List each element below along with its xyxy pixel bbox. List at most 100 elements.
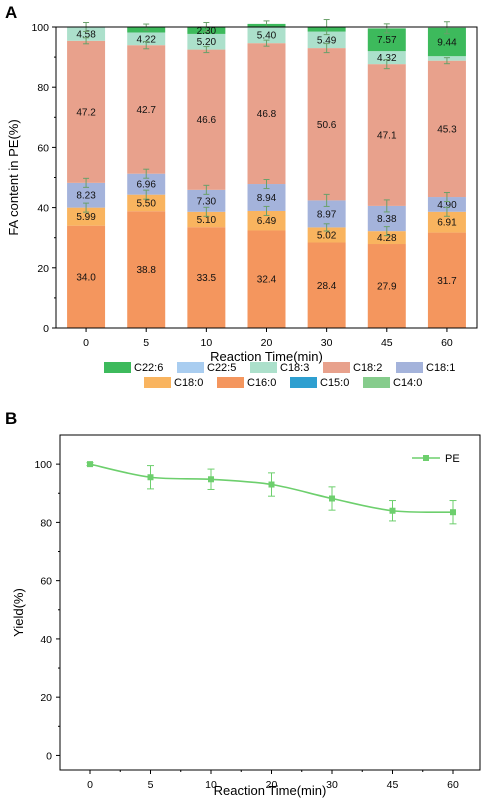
bar-value-label: 8.38 bbox=[377, 214, 397, 225]
data-point-marker bbox=[450, 509, 456, 516]
bar-value-label: 7.57 bbox=[377, 35, 397, 46]
bar-segment-C18-2 bbox=[127, 45, 166, 174]
legend-label: C14:0 bbox=[393, 377, 422, 389]
bar-value-label: 4.90 bbox=[437, 200, 457, 211]
bar-segment-C18-3 bbox=[367, 51, 406, 65]
y-tick-label: 60 bbox=[40, 576, 52, 588]
bar-segment-C16-0 bbox=[427, 232, 466, 328]
y-tick-label: 100 bbox=[34, 459, 52, 471]
bar-segment-C18-2 bbox=[247, 43, 286, 185]
bar-value-label: 5.49 bbox=[317, 35, 337, 46]
bar-value-labels: 34.0 38.8 33.5 32.4 28.4 27.9 31.7 5.99 5.50 5.10… bbox=[76, 26, 457, 293]
data-point-marker bbox=[87, 461, 93, 468]
bar-segment-C18-3 bbox=[307, 31, 346, 49]
x-tick-label: 5 bbox=[148, 779, 154, 791]
axes: 0 20 40 60 80 100 0 5 10 20 30 45 60 bbox=[31, 22, 452, 349]
bar-segment-C18-0 bbox=[307, 227, 346, 243]
bar-value-label: 47.2 bbox=[76, 107, 96, 118]
legend-swatch bbox=[323, 362, 350, 373]
bar-value-label: 9.44 bbox=[437, 37, 457, 48]
bar-segment-C16-0 bbox=[367, 244, 406, 328]
data-point-marker bbox=[268, 481, 275, 488]
data-point-marker bbox=[389, 507, 396, 514]
data-point-marker bbox=[147, 474, 154, 481]
bar-segment-C18-1 bbox=[187, 189, 226, 212]
bar-value-label: 4.32 bbox=[377, 53, 397, 64]
bar-segment-C18-1 bbox=[127, 173, 166, 195]
bar-segment-C18-0 bbox=[67, 207, 106, 226]
legend: C22:6 C22:5 C18:3 C18:2 C18:1 C18:0 C16:0 C15:0… bbox=[104, 362, 455, 389]
bar-value-label: 7.30 bbox=[197, 196, 217, 207]
bar-segment-C18-3 bbox=[67, 27, 106, 41]
bar-value-label: 8.23 bbox=[76, 191, 96, 202]
legend-label: C16:0 bbox=[247, 377, 276, 389]
bar-value-label: 4.28 bbox=[377, 233, 397, 244]
panel-a-label: A bbox=[5, 3, 17, 22]
bar-segment-C16-0 bbox=[127, 211, 166, 328]
y-tick-label: 0 bbox=[46, 750, 52, 762]
bar-segment-C18-0 bbox=[427, 211, 466, 233]
bar-segment-C18-0 bbox=[187, 211, 226, 228]
bar-segment-C18-3 bbox=[187, 33, 226, 50]
legend-marker bbox=[423, 455, 429, 461]
x-tick-label: 45 bbox=[387, 779, 399, 791]
bar-value-label: 5.99 bbox=[76, 212, 96, 223]
legend-label: C22:6 bbox=[134, 362, 163, 374]
x-tick-label: 10 bbox=[205, 779, 217, 791]
bar-value-label: 50.6 bbox=[317, 120, 337, 131]
bar-value-label: 31.7 bbox=[437, 276, 457, 287]
bar-value-label: 34.0 bbox=[76, 272, 96, 283]
bar-segment-C18-0 bbox=[247, 210, 286, 231]
bar-value-label: 47.1 bbox=[377, 131, 397, 142]
x-tick-label: 60 bbox=[441, 337, 453, 349]
legend-label: C18:3 bbox=[280, 362, 309, 374]
y-axis-title: FA content in PE(%) bbox=[6, 119, 21, 235]
legend-swatch bbox=[217, 377, 244, 388]
error-bars bbox=[83, 19, 450, 237]
data-point-marker bbox=[329, 495, 335, 502]
bar-value-label: 45.3 bbox=[437, 124, 457, 135]
legend-swatch bbox=[363, 377, 390, 388]
bar-segment-C16-0 bbox=[307, 242, 346, 328]
bar-value-label: 4.58 bbox=[76, 29, 96, 40]
bar-value-label: 33.5 bbox=[197, 273, 217, 284]
x-tick-label: 45 bbox=[381, 337, 393, 349]
bar-segment-C18-1 bbox=[427, 197, 466, 212]
x-axis-title: Reaction Time(min) bbox=[210, 349, 323, 364]
legend-label: C22:5 bbox=[207, 362, 236, 374]
bar-segment-C18-0 bbox=[367, 231, 406, 245]
bar-value-label: 5.10 bbox=[197, 215, 217, 226]
bar-value-label: 5.50 bbox=[136, 198, 156, 209]
y-tick-label: 80 bbox=[40, 517, 52, 529]
x-tick-label: 5 bbox=[143, 337, 149, 349]
bar-value-label: 42.7 bbox=[136, 105, 156, 116]
legend-label: C18:0 bbox=[174, 377, 203, 389]
bar-value-label: 6.49 bbox=[257, 216, 277, 227]
legend-label: C18:2 bbox=[353, 362, 382, 374]
bar-value-label: 28.4 bbox=[317, 281, 337, 292]
panel-b-label: B bbox=[5, 409, 17, 428]
legend-label: C15:0 bbox=[320, 377, 349, 389]
x-tick-label: 20 bbox=[266, 779, 278, 791]
y-axis-title: Yield(%) bbox=[11, 588, 26, 637]
bar-stacks bbox=[67, 23, 466, 328]
line-series bbox=[86, 461, 457, 525]
bar-segment-C18-3 bbox=[127, 32, 166, 46]
panel-b-line-chart: B 0 20 40 60 80 100 0 5 10 20 30 45 60 Yield(%) Reac… bbox=[5, 409, 481, 798]
bar-value-label: 5.20 bbox=[197, 37, 217, 48]
panel-a-bar-chart: A 34.0 38.8 33.5 32.4 28.4 27.9 31.7 5.99 5.50 5.… bbox=[5, 3, 478, 389]
bar-segment-C18-2 bbox=[187, 49, 226, 190]
bar-segment-C16-0 bbox=[67, 225, 106, 328]
legend-label: PE bbox=[445, 453, 460, 465]
x-tick-label: 30 bbox=[321, 337, 333, 349]
bar-segment-C18-0 bbox=[127, 194, 166, 212]
bar-value-label: 46.6 bbox=[197, 115, 217, 126]
bar-value-label: 8.94 bbox=[257, 193, 277, 204]
bar-segment-C18-3 bbox=[247, 26, 286, 44]
x-tick-label: 10 bbox=[201, 337, 213, 349]
bar-segment-C16-0 bbox=[187, 227, 226, 328]
y-tick-label: 0 bbox=[43, 323, 49, 335]
x-tick-label: 60 bbox=[447, 779, 459, 791]
bar-value-label: 46.8 bbox=[257, 109, 277, 120]
